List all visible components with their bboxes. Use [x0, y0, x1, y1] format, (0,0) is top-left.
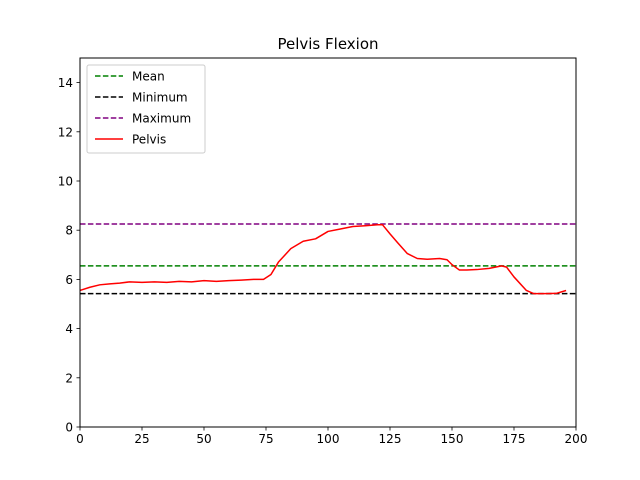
y-tick-label: 8: [65, 224, 73, 238]
series-lines: [79, 224, 567, 295]
reference-lines: [80, 223, 576, 295]
x-tick-label: 125: [379, 432, 402, 446]
y-axis: 0 2 4 6 8 10 12 14: [58, 76, 80, 435]
legend: Mean Minimum Maximum Pelvis: [86, 64, 206, 154]
legend-label-maximum: Maximum: [132, 112, 191, 126]
y-tick-label: 6: [65, 273, 73, 287]
x-tick-label: 50: [196, 432, 211, 446]
x-tick-label: 75: [258, 432, 273, 446]
y-tick-label: 0: [65, 421, 73, 435]
x-tick-label: 150: [441, 432, 464, 446]
x-tick-label: 0: [76, 432, 84, 446]
x-tick-label: 100: [317, 432, 340, 446]
legend-label-mean: Mean: [132, 70, 165, 84]
x-tick-label: 200: [565, 432, 588, 446]
y-tick-label: 2: [65, 371, 73, 385]
series-line-pelvis: [79, 224, 567, 295]
y-tick-label: 14: [58, 76, 73, 90]
y-tick-label: 4: [65, 322, 73, 336]
y-tick-label: 10: [58, 175, 73, 189]
x-tick-label: 25: [134, 432, 149, 446]
y-tick-label: 12: [58, 125, 73, 139]
legend-box: [86, 64, 206, 154]
chart-title: Pelvis Flexion: [277, 35, 378, 53]
legend-label-minimum: Minimum: [132, 91, 188, 105]
x-axis: 0 25 50 75 100 125 150 175 200: [76, 427, 587, 446]
x-tick-label: 175: [503, 432, 526, 446]
legend-label-pelvis: Pelvis: [132, 133, 166, 147]
